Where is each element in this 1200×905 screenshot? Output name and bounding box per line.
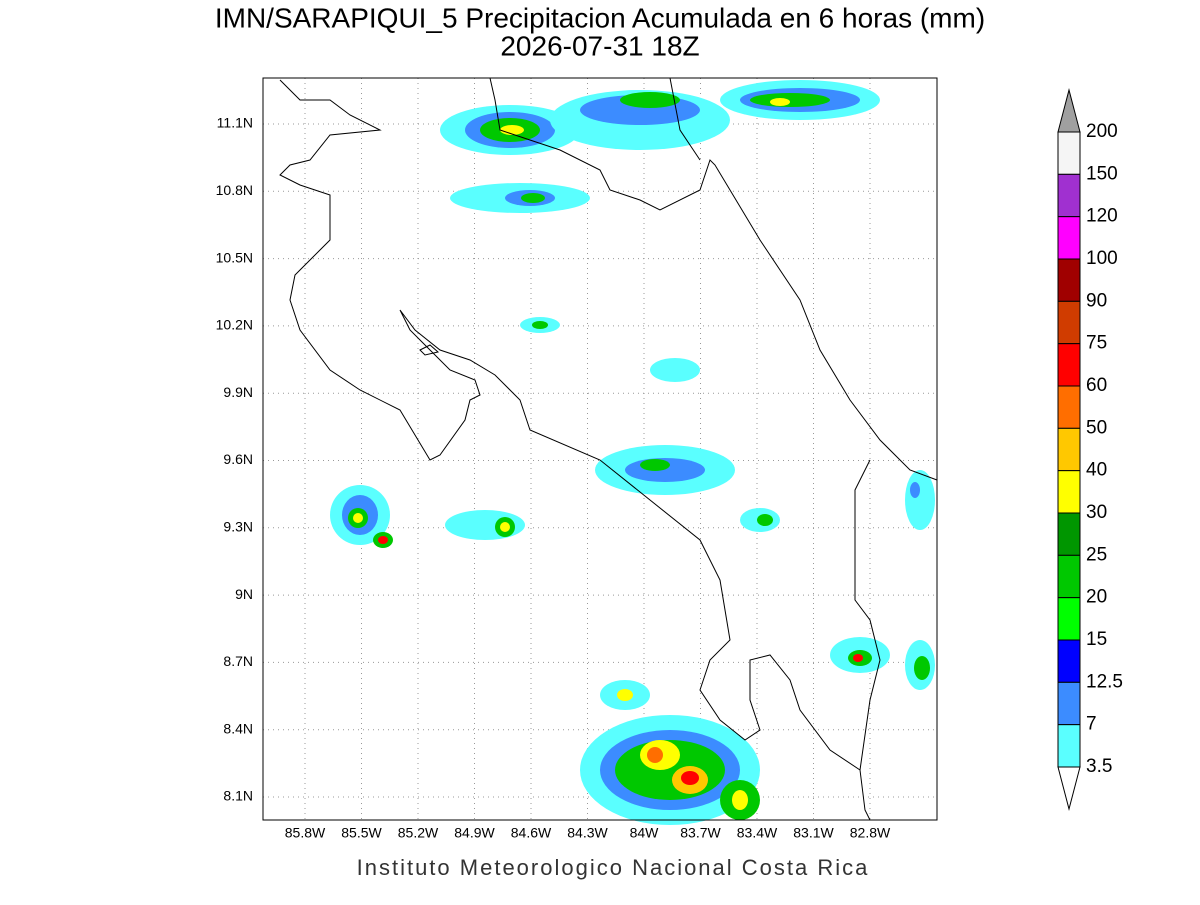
lat-label: 11.1N — [217, 115, 253, 131]
colorbar-label: 3.5 — [1086, 756, 1112, 777]
colorbar-swatch — [1057, 724, 1081, 768]
lat-label: 9.6N — [223, 451, 253, 467]
colorbar-swatch — [1057, 681, 1081, 726]
colorbar-swatch — [1057, 385, 1081, 429]
lon-label: 84.3W — [567, 825, 608, 841]
colorbar-swatch — [1057, 639, 1081, 683]
colorbar-label: 75 — [1086, 333, 1107, 354]
colorbar-swatch — [1057, 427, 1081, 472]
colorbar-swatch — [1057, 512, 1081, 556]
lon-label: 84W — [630, 825, 660, 841]
colorbar-label: 100 — [1086, 248, 1118, 269]
lon-label: 85.5W — [341, 825, 382, 841]
colorbar-swatch — [1057, 131, 1081, 175]
map: 85.8W 85.5W 85.2W 84.9W 84.6W 84.3W 84W 83.7W 83… — [216, 77, 938, 841]
footer: Instituto Meteorologico Nacional Costa R… — [357, 855, 870, 880]
lon-label: 84.9W — [454, 825, 495, 841]
lat-labels: 11.1N 10.8N 10.5N 10.2N 9.9N 9.6N 9.3N 9N 8.7N 8.… — [216, 115, 253, 804]
colorbar-swatch — [1057, 258, 1081, 302]
colorbar-under — [1057, 766, 1081, 811]
colorbar-label: 12.5 — [1086, 671, 1123, 692]
lon-label: 84.6W — [511, 825, 552, 841]
map-frame-bg — [263, 78, 937, 820]
colorbar-label: 150 — [1086, 163, 1118, 184]
lat-label: 8.7N — [223, 653, 253, 669]
lat-label: 9.9N — [223, 384, 253, 400]
colorbar-label: 15 — [1086, 629, 1107, 650]
lon-labels: 85.8W 85.5W 85.2W 84.9W 84.6W 84.3W 84W 83.7W 83… — [285, 825, 891, 841]
colorbar-over — [1057, 88, 1081, 133]
colorbar-swatch — [1057, 597, 1081, 641]
lat-label: 10.5N — [216, 249, 253, 265]
lon-label: 85.2W — [398, 825, 439, 841]
colorbar-label: 7 — [1086, 714, 1097, 735]
colorbar-label: 40 — [1086, 460, 1107, 481]
colorbar-label: 200 — [1086, 121, 1118, 142]
colorbar-swatch — [1057, 300, 1081, 345]
lon-label: 83.1W — [793, 825, 834, 841]
colorbar-label: 60 — [1086, 375, 1107, 396]
colorbar-swatch — [1057, 343, 1081, 387]
colorbar-label: 90 — [1086, 290, 1107, 311]
colorbar-label: 30 — [1086, 502, 1107, 523]
subtitle: 2026-07-31 18Z — [500, 30, 699, 61]
map-frame — [262, 77, 938, 821]
title: IMN/SARAPIQUI_5 Precipitacion Acumulada … — [215, 2, 985, 33]
lon-label: 83.7W — [680, 825, 721, 841]
lon-label: 85.8W — [285, 825, 326, 841]
lat-label: 8.1N — [223, 788, 253, 804]
colorbar-swatch — [1057, 470, 1081, 514]
colorbar-label: 25 — [1086, 544, 1107, 565]
lat-label: 10.2N — [216, 317, 253, 333]
precipitation — [330, 80, 935, 825]
lat-label: 9N — [235, 586, 253, 602]
lat-label: 8.4N — [223, 720, 253, 736]
colorbar-swatch — [1057, 554, 1081, 599]
colorbar: 200 150 120 100 90 75 60 50 40 30 25 20 15 12.5 7 3.5 — [1057, 88, 1123, 811]
coastlines — [279, 77, 938, 821]
lon-label: 83.4W — [737, 825, 778, 841]
colorbar-label: 50 — [1086, 417, 1107, 438]
lon-label: 82.8W — [850, 825, 891, 841]
colorbar-swatch — [1057, 216, 1081, 260]
lat-label: 10.8N — [216, 182, 253, 198]
colorbar-swatch — [1057, 173, 1081, 218]
colorbar-label: 20 — [1086, 587, 1107, 608]
lat-label: 9.3N — [223, 519, 253, 535]
colorbar-label: 120 — [1086, 206, 1118, 227]
